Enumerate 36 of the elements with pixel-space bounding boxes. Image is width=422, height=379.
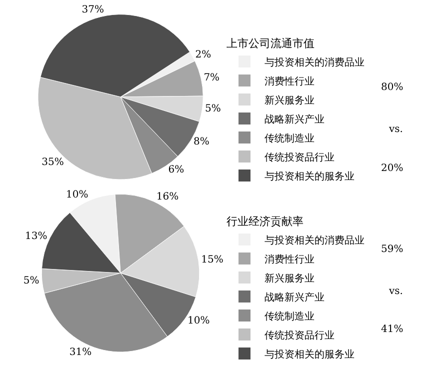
legend-label: 战略新兴产业: [264, 113, 324, 126]
legend-label: 消费性行业: [264, 75, 314, 88]
data-label: 31%: [69, 346, 92, 358]
data-label: 35%: [42, 157, 64, 168]
legend-title: 上市公司流通市值: [226, 36, 314, 50]
legend-title: 行业经济贡献率: [226, 214, 304, 228]
legend-label: 新兴服务业: [264, 272, 314, 284]
legend-label: 传统投资品行业: [264, 151, 334, 164]
data-label: 5%: [204, 104, 221, 115]
data-label: 5%: [23, 276, 40, 287]
data-label: 37%: [82, 4, 104, 16]
data-label: 6%: [168, 164, 184, 176]
data-label: 7%: [204, 72, 220, 84]
legend-label: 与投资相关的服务业: [264, 170, 354, 182]
legend-label: 新兴服务业: [264, 94, 314, 106]
data-label: 10%: [187, 315, 210, 326]
text: 20%: [381, 163, 404, 174]
legend-label: 与投资相关的服务业: [264, 348, 354, 360]
legend-label: 消费性行业: [264, 253, 314, 266]
text: vs.: [388, 286, 403, 297]
legend-label: 传统制造业: [264, 310, 314, 322]
legend-label: 传统投资品行业: [264, 329, 334, 342]
data-label: 8%: [193, 136, 210, 148]
data-label: 10%: [66, 190, 88, 201]
text: 80%: [381, 82, 404, 93]
data-label: 2%: [195, 50, 212, 61]
text: 59%: [381, 244, 404, 255]
legend-label: 与投资相关的消费品业: [264, 234, 364, 246]
text: 41%: [381, 324, 404, 335]
data-label: 15%: [201, 254, 224, 266]
text: vs.: [388, 124, 403, 135]
legend-label: 战略新兴产业: [264, 291, 324, 304]
data-label: 16%: [156, 191, 179, 202]
legend-label: 传统制造业: [264, 132, 314, 144]
legend-label: 与投资相关的消费品业: [264, 56, 364, 68]
data-label: 13%: [25, 231, 48, 242]
